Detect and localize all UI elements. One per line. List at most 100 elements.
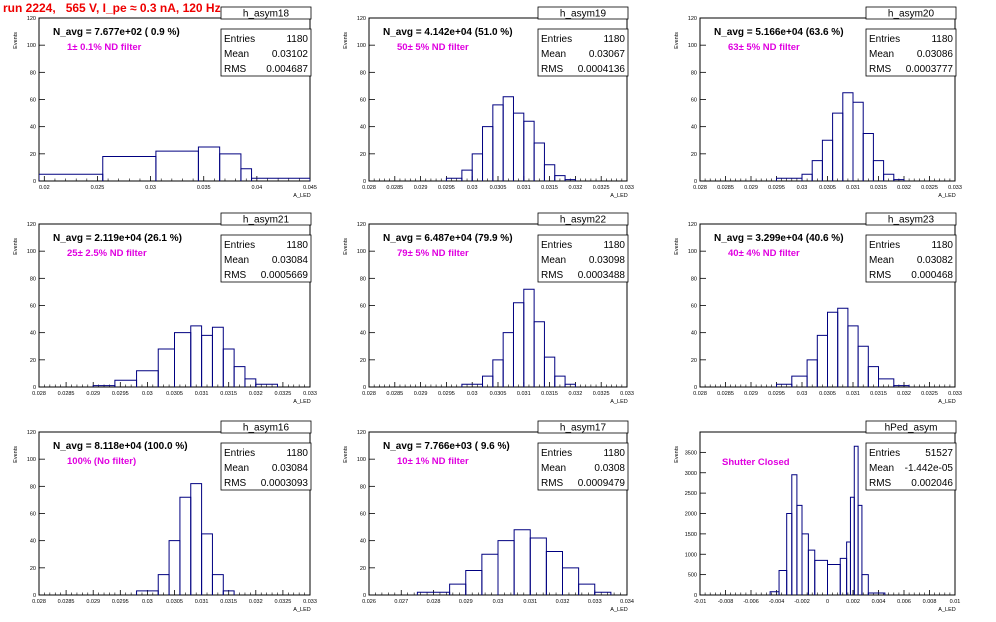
y-tick-label: 100 (27, 457, 36, 463)
histogram-series (776, 307, 910, 387)
x-tick-label: 0.029 (414, 185, 428, 191)
y-axis-title: Events (674, 32, 680, 49)
navg-label: N_avg = 4.142e+04 (51.0 %) (383, 27, 513, 38)
x-tick-label: 0.0305 (490, 185, 507, 191)
histogram-title: h_asym23 (888, 215, 935, 226)
histogram-title-box (220, 420, 312, 434)
filter-annotation: 1± 0.1% ND filter (67, 42, 142, 53)
x-tick-label: 0.031 (517, 185, 531, 191)
x-tick-label: 0.03 (142, 391, 153, 397)
y-tick-label: 120 (357, 16, 366, 22)
x-tick-label: 0.004 (872, 599, 886, 605)
x-tick-label: 0.028 (32, 599, 46, 605)
x-tick-label: 0.032 (569, 185, 583, 191)
panel-h_asym18: 0 20 40 60 80 100 120 Events 0.02 0.025 0.03 0.035 0… (13, 6, 317, 199)
x-tick-label: 0.028 (32, 391, 46, 397)
navg-label: N_avg = 3.299e+04 (40.6 %) (714, 233, 844, 244)
x-tick-label: -0.008 (718, 599, 734, 605)
stats-box (865, 28, 957, 77)
histogram-bin (251, 177, 310, 181)
x-tick-label: 0.03 (145, 185, 156, 191)
y-tick-label: 500 (688, 573, 697, 579)
y-tick-label: 40 (30, 331, 36, 337)
x-tick-label: 0.028 (693, 185, 707, 191)
histogram-title: h_asym22 (560, 215, 607, 226)
filter-annotation: 63± 5% ND filter (728, 42, 800, 53)
histogram-title: h_asym20 (888, 9, 935, 20)
y-tick-label: 40 (360, 125, 366, 131)
y-tick-label: 40 (30, 125, 36, 131)
histogram-title: h_asym21 (243, 215, 290, 226)
x-tick-label: 0.031 (523, 599, 537, 605)
x-tick-label: 0.03 (797, 185, 808, 191)
x-tick-label: 0.025 (91, 185, 105, 191)
y-tick-label: 20 (360, 152, 366, 158)
stats-value: 0.03102 (272, 49, 309, 60)
histogram-bin (578, 583, 596, 595)
x-tick-label: 0.0285 (717, 391, 734, 397)
histogram-bin (564, 179, 576, 181)
x-tick-label: -0.01 (694, 599, 707, 605)
y-tick-label: 0 (694, 179, 697, 185)
y-tick-label: 1000 (685, 552, 697, 558)
histogram-bin (533, 321, 545, 387)
histogram-series (461, 288, 576, 387)
stats-value: 1180 (603, 448, 625, 459)
x-tick-label: 0.0315 (870, 391, 887, 397)
x-tick-label: 0.03 (797, 391, 808, 397)
x-tick-label: 0.002 (846, 599, 860, 605)
histogram-series (416, 529, 612, 595)
histogram-title: h_asym18 (243, 9, 290, 20)
y-tick-label: 80 (30, 70, 36, 76)
histogram-series (92, 325, 278, 387)
x-tick-label: 0.0285 (386, 391, 403, 397)
x-tick-label: 0.034 (620, 599, 634, 605)
y-tick-label: 3000 (685, 471, 697, 477)
y-tick-label: 20 (691, 358, 697, 364)
x-tick-label: 0.027 (394, 599, 408, 605)
histogram-bin (878, 378, 895, 387)
y-tick-label: 2500 (685, 491, 697, 497)
y-tick-label: 1500 (685, 532, 697, 538)
x-tick-label: 0.0325 (593, 391, 610, 397)
filter-annotation: 25± 2.5% ND filter (67, 248, 147, 259)
y-tick-label: 0 (33, 385, 36, 391)
navg-box (40, 24, 200, 38)
stats-value: 0.000468 (911, 270, 953, 281)
stats-label: RMS (224, 64, 247, 75)
stats-label: Mean (869, 463, 894, 474)
stats-label: RMS (224, 478, 247, 489)
histogram-series (769, 445, 886, 595)
y-tick-label: 100 (688, 249, 697, 255)
x-tick-label: 0.0325 (921, 391, 938, 397)
navg-label: N_avg = 7.766e+03 ( 9.6 %) (383, 441, 510, 452)
x-tick-label: 0.03 (493, 599, 504, 605)
stats-box (865, 234, 957, 283)
navg-box (701, 24, 861, 38)
y-tick-label: 20 (360, 358, 366, 364)
stats-value: 0.0003488 (578, 270, 626, 281)
x-tick-label: 0.0295 (438, 185, 455, 191)
y-tick-label: 0 (33, 179, 36, 185)
stats-value: 1180 (603, 34, 625, 45)
y-tick-label: 80 (360, 276, 366, 282)
stats-label: Entries (541, 448, 572, 459)
stats-label: Mean (541, 49, 566, 60)
y-tick-label: 120 (27, 430, 36, 436)
x-tick-label: 0.0285 (58, 599, 75, 605)
x-axis-title: A_LED (938, 193, 955, 199)
panel-hPed_asym: 0 500 1000 1500 2000 2500 3000 3500 Events -0.01 -… (674, 420, 961, 613)
y-tick-label: 0 (363, 179, 366, 185)
x-tick-label: 0.0315 (541, 185, 558, 191)
histogram-title-box (865, 6, 957, 20)
stats-value: 0.03084 (272, 463, 309, 474)
histogram-bin (857, 504, 863, 595)
y-tick-label: 80 (360, 70, 366, 76)
x-tick-label: 0.032 (897, 391, 911, 397)
x-tick-label: 0.01 (950, 599, 961, 605)
x-tick-label: 0.04 (252, 185, 263, 191)
y-tick-label: 120 (357, 222, 366, 228)
histogram-title-box (537, 420, 629, 434)
panel-h_asym19: 0 20 40 60 80 100 120 Events 0.028 0.0285 0.029 0.0… (343, 6, 634, 199)
stats-label: RMS (224, 270, 247, 281)
